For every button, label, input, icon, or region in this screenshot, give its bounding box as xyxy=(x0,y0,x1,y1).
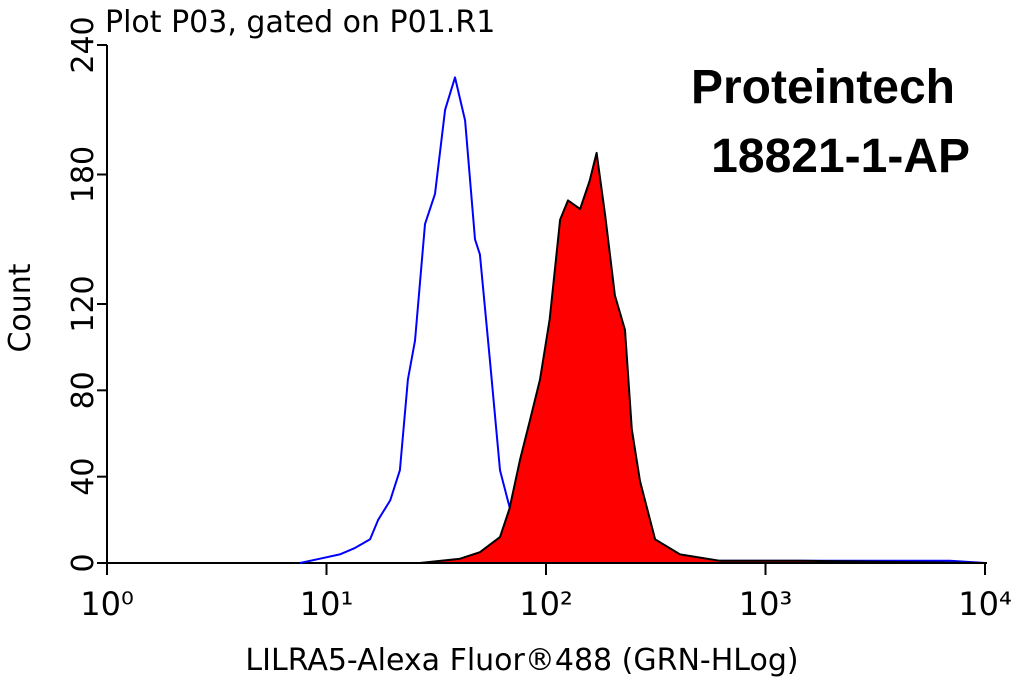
y-tick-label: 240 xyxy=(66,16,101,73)
x-axis-label: LILRA5-Alexa Fluor®488 (GRN-HLog) xyxy=(245,643,798,678)
chart-title: Plot P03, gated on P01.R1 xyxy=(105,5,495,40)
annotation: Proteintech xyxy=(691,61,955,114)
y-tick-label: 180 xyxy=(66,146,101,203)
y-axis-label: Count xyxy=(3,263,38,352)
x-tick-label: 10³ xyxy=(739,585,793,623)
x-tick-label: 10² xyxy=(519,585,573,623)
y-tick-label: 0 xyxy=(66,553,101,572)
x-tick-label: 10¹ xyxy=(300,585,354,623)
y-tick-label: 80 xyxy=(66,371,101,409)
x-tick-label: 10⁰ xyxy=(80,585,134,623)
x-tick-label: 10⁴ xyxy=(958,585,1012,623)
annotation: 18821-1-AP xyxy=(711,130,970,183)
y-tick-label: 120 xyxy=(66,275,101,332)
histogram-area xyxy=(418,151,986,564)
y-tick-label: 40 xyxy=(66,458,101,496)
